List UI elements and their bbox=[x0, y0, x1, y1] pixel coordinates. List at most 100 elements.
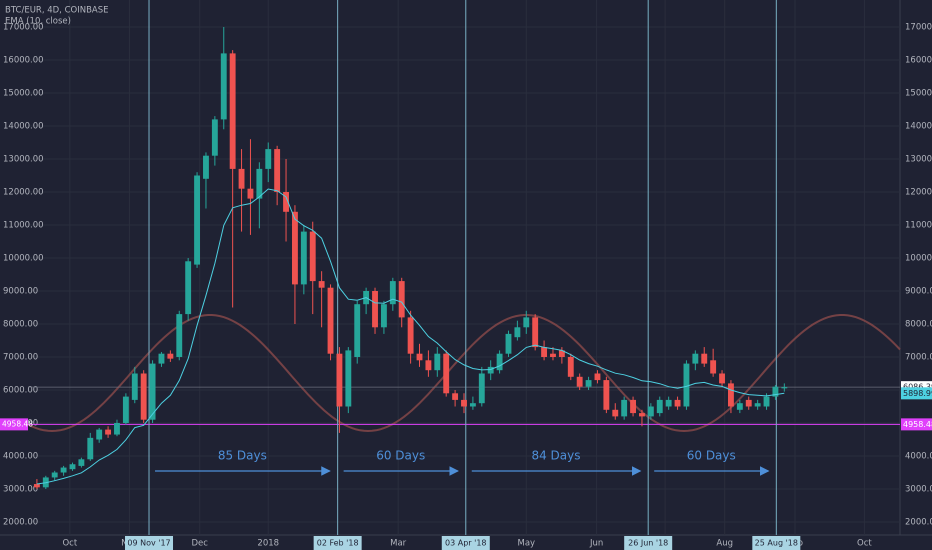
candle-body bbox=[33, 484, 40, 488]
candle-body bbox=[763, 396, 770, 407]
chart-title: BTC/EUR, 4D, COINBASE bbox=[5, 6, 109, 16]
y-tick-label: 12000.00 bbox=[3, 187, 44, 197]
candle-body bbox=[478, 373, 485, 404]
y-tick-label: 14000.00 bbox=[3, 121, 44, 131]
y-tick-label: 7000.00 bbox=[905, 352, 932, 362]
last-price-label: 6086.39 bbox=[903, 383, 932, 392]
y-tick-label: 13000.00 bbox=[905, 154, 932, 164]
y-tick-label: 2000.00 bbox=[3, 517, 38, 527]
marker-label: 26 Jun '18 bbox=[628, 539, 668, 548]
y-tick-label: 16000.00 bbox=[905, 55, 932, 65]
candle-body bbox=[576, 376, 583, 387]
candle-body bbox=[203, 155, 209, 179]
candle-body bbox=[51, 472, 58, 478]
candle-body bbox=[131, 373, 138, 400]
candle-body bbox=[96, 429, 103, 440]
y-tick-label: 6000.00 bbox=[3, 385, 38, 395]
candle-body bbox=[647, 406, 654, 417]
candle-body bbox=[354, 304, 361, 357]
candle-body bbox=[532, 317, 539, 348]
annotation: 85 Days bbox=[218, 449, 267, 463]
candle-body bbox=[736, 403, 743, 410]
candle-body bbox=[434, 353, 441, 371]
candle-body bbox=[452, 393, 459, 400]
candle-body bbox=[550, 353, 556, 357]
y-tick-label: 17000.00 bbox=[3, 22, 44, 32]
marker-label-box bbox=[752, 536, 801, 550]
candle-body bbox=[558, 350, 565, 357]
candle-body bbox=[701, 353, 708, 364]
candle-body bbox=[247, 188, 254, 199]
y-tick-label: 2000.00 bbox=[905, 517, 932, 527]
marker-label: 03 Apr '18 bbox=[445, 539, 486, 548]
ema-line bbox=[36, 188, 785, 485]
candle-body bbox=[728, 383, 734, 407]
candle-body bbox=[167, 353, 174, 359]
candle-body bbox=[185, 261, 192, 315]
x-tick-label: May bbox=[517, 539, 535, 549]
y-tick-label: 8000.00 bbox=[905, 319, 932, 329]
candle-body bbox=[149, 363, 156, 420]
y-tick-label: 11000.00 bbox=[905, 220, 932, 230]
candle-body bbox=[398, 281, 405, 318]
candle-body bbox=[345, 350, 352, 407]
candle-body bbox=[585, 380, 592, 387]
marker-label-box bbox=[313, 536, 362, 550]
candle-body bbox=[567, 356, 574, 377]
candle-body bbox=[496, 353, 503, 371]
candle-body bbox=[122, 396, 129, 423]
candle-body bbox=[656, 399, 663, 414]
candle-body bbox=[78, 459, 85, 466]
candle-body bbox=[309, 231, 316, 282]
y-tick-label: 12000.00 bbox=[905, 187, 932, 197]
candle-body bbox=[211, 119, 218, 156]
ema-label-box bbox=[901, 387, 932, 400]
y-tick-label: 8000.00 bbox=[3, 319, 38, 329]
y-tick-label: 14000.00 bbox=[905, 121, 932, 131]
y-tick-label: 9000.00 bbox=[905, 286, 932, 296]
x-tick-label: Oct bbox=[62, 539, 77, 549]
candle-body bbox=[523, 317, 530, 328]
y-tick-label: 13000.00 bbox=[3, 154, 44, 164]
marker-label: 02 Feb '18 bbox=[317, 539, 359, 548]
candle-body bbox=[274, 149, 281, 192]
candle-body bbox=[514, 327, 521, 338]
candle-body bbox=[140, 373, 147, 420]
candle-body bbox=[416, 353, 423, 361]
candle-body bbox=[772, 386, 779, 397]
candle-body bbox=[300, 231, 307, 285]
candle-body bbox=[683, 363, 690, 407]
y-tick-label: 7000.00 bbox=[3, 352, 38, 362]
candle-body bbox=[621, 399, 628, 417]
y-tick-label: 10000.00 bbox=[3, 253, 44, 263]
y-tick-label: 17000.00 bbox=[905, 22, 932, 32]
candle-body bbox=[372, 290, 378, 328]
candle-body bbox=[443, 353, 450, 394]
candle-body bbox=[425, 360, 432, 371]
candle-body bbox=[265, 149, 272, 169]
level-left-label: 4958.48 bbox=[2, 419, 33, 428]
candle-body bbox=[194, 175, 200, 265]
x-tick-label: Aug bbox=[716, 539, 733, 549]
level-label: 4958.48 bbox=[903, 420, 932, 429]
x-tick-label: Dec bbox=[192, 539, 209, 549]
candle-body bbox=[781, 387, 788, 389]
candle-body bbox=[639, 413, 645, 417]
marker-label-box bbox=[441, 536, 490, 550]
candle-body bbox=[754, 403, 761, 407]
candle-body bbox=[229, 53, 236, 169]
candle-body bbox=[674, 399, 681, 407]
candle-body bbox=[238, 168, 245, 189]
y-tick-label: 4000.00 bbox=[3, 451, 38, 461]
candle-body bbox=[176, 314, 183, 357]
candle-body bbox=[719, 373, 725, 384]
y-tick-label: 4000.00 bbox=[905, 451, 932, 461]
candle-body bbox=[594, 373, 601, 381]
marker-label-box bbox=[125, 536, 174, 550]
level-label-box bbox=[901, 418, 932, 431]
candle-body bbox=[336, 353, 343, 407]
annotation: 60 Days bbox=[376, 449, 425, 463]
candle-body bbox=[692, 353, 699, 364]
candle-body bbox=[158, 353, 165, 364]
